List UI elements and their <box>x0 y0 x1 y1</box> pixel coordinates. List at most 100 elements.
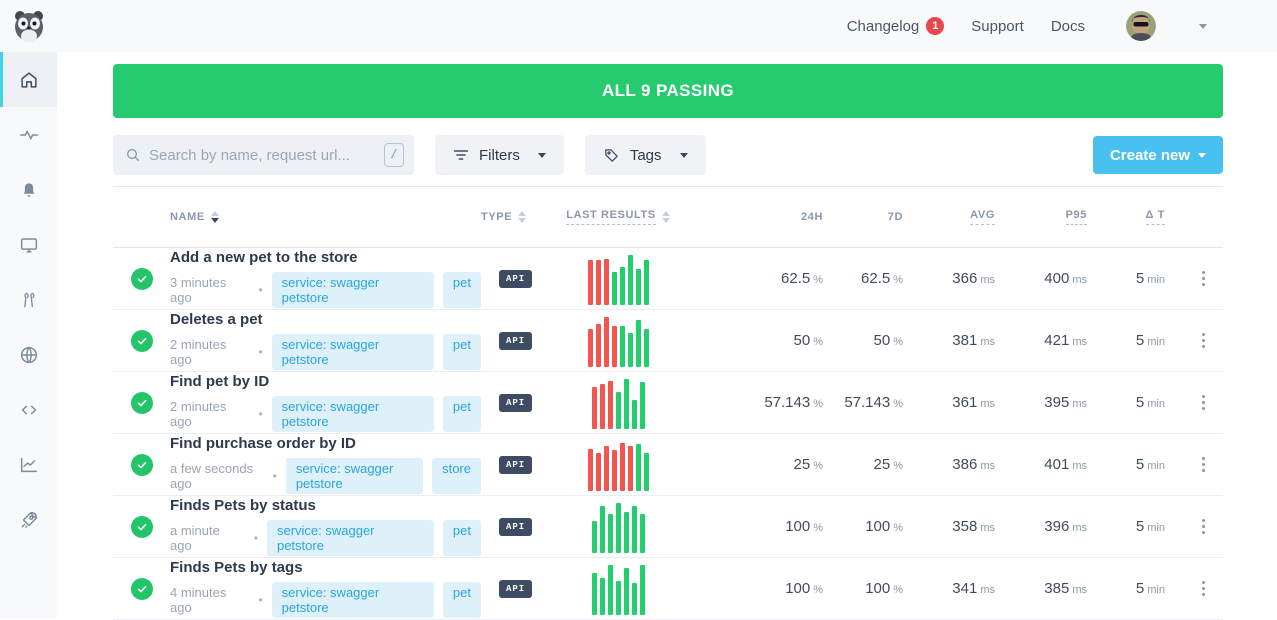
check-name-link[interactable]: Find purchase order by ID <box>170 435 481 452</box>
tag-chip[interactable]: pet <box>443 582 481 618</box>
result-bar-fail <box>628 446 633 490</box>
separator-dot: • <box>273 469 277 483</box>
table-body: Add a new pet to the store 3 minutes ago… <box>113 248 1223 620</box>
table-row[interactable]: Deletes a pet 2 minutes ago • service: s… <box>113 310 1223 372</box>
tag-chip[interactable]: service: swagger petstore <box>286 458 423 494</box>
header-delta-t[interactable]: Δ T <box>1097 209 1175 225</box>
row-menu-button[interactable] <box>1198 391 1209 414</box>
tag-chip[interactable]: pet <box>443 272 481 308</box>
last-results-mini-chart[interactable] <box>588 253 649 305</box>
nav-changelog[interactable]: Changelog 1 <box>847 17 945 35</box>
header-name[interactable]: NAME <box>170 211 481 223</box>
result-bar-fail <box>588 329 593 366</box>
last-results-mini-chart[interactable] <box>588 439 649 491</box>
tag-chip[interactable]: service: swagger petstore <box>272 334 434 370</box>
sidebar-item-maintenance[interactable] <box>0 272 57 327</box>
check-name-link[interactable]: Deletes a pet <box>170 311 481 328</box>
sidebar-item-home[interactable] <box>0 52 57 107</box>
row-menu-button[interactable] <box>1198 329 1209 352</box>
last-run-time: 4 minutes ago <box>170 585 249 615</box>
sort-last-results-icon[interactable] <box>662 211 670 223</box>
account-menu-caret-icon[interactable] <box>1199 24 1207 29</box>
status-banner: ALL 9 PASSING <box>113 64 1223 118</box>
check-type-badge: API <box>499 332 532 350</box>
header-p95[interactable]: P95 <box>1005 209 1097 225</box>
tag-chip[interactable]: pet <box>443 520 481 556</box>
table-row[interactable]: Finds Pets by tags 4 minutes ago • servi… <box>113 558 1223 620</box>
nav-docs[interactable]: Docs <box>1051 18 1085 35</box>
result-bar-fail <box>620 443 625 491</box>
nav-support[interactable]: Support <box>971 18 1024 35</box>
user-avatar[interactable] <box>1126 11 1156 41</box>
sidebar-item-private-locations[interactable] <box>0 327 57 382</box>
result-bar-pass <box>640 382 645 429</box>
create-new-button[interactable]: Create new <box>1093 136 1223 174</box>
sidebar-item-checks[interactable] <box>0 107 57 162</box>
header-avg[interactable]: AVG <box>913 209 1005 225</box>
check-name-link[interactable]: Finds Pets by tags <box>170 559 481 576</box>
dashboard-monitor-icon <box>18 234 40 256</box>
status-passing-icon <box>131 268 153 290</box>
check-name-link[interactable]: Add a new pet to the store <box>170 249 481 266</box>
check-name-link[interactable]: Find pet by ID <box>170 373 481 390</box>
last-results-mini-chart[interactable] <box>592 563 645 615</box>
table-row[interactable]: Add a new pet to the store 3 minutes ago… <box>113 248 1223 310</box>
sidebar-item-quickstart[interactable] <box>0 492 57 547</box>
sidebar-item-snippets[interactable] <box>0 382 57 437</box>
header-7d: 7D <box>833 211 913 223</box>
row-menu-button[interactable] <box>1198 515 1209 538</box>
row-menu-button[interactable] <box>1198 267 1209 290</box>
separator-dot: • <box>258 407 262 421</box>
search-box[interactable]: / <box>113 135 414 175</box>
tag-chip[interactable]: store <box>432 458 481 494</box>
last-results-mini-chart[interactable] <box>592 501 645 553</box>
filters-caret-icon <box>538 153 546 158</box>
row-menu-button[interactable] <box>1198 453 1209 476</box>
last-results-mini-chart[interactable] <box>588 315 649 367</box>
header-last-results[interactable]: LAST RESULTS <box>553 209 683 225</box>
last-run-time: 2 minutes ago <box>170 399 249 429</box>
tag-chip[interactable]: pet <box>443 334 481 370</box>
last-results-mini-chart[interactable] <box>592 377 645 429</box>
result-bar-pass <box>624 568 629 615</box>
sidebar-item-alerts[interactable] <box>0 162 57 217</box>
row-menu-button[interactable] <box>1198 577 1209 600</box>
header-type[interactable]: TYPE <box>481 211 553 223</box>
filters-button[interactable]: Filters <box>435 135 564 175</box>
result-bar-fail <box>612 326 617 367</box>
result-bar-fail <box>596 453 601 490</box>
result-bar-fail <box>588 260 593 304</box>
table-row[interactable]: Find purchase order by ID a few seconds … <box>113 434 1223 496</box>
tag-chip[interactable]: service: swagger petstore <box>272 582 434 618</box>
top-nav: Changelog 1 Support Docs <box>847 11 1207 41</box>
tag-chip[interactable]: pet <box>443 396 481 432</box>
table-row[interactable]: Finds Pets by status a minute ago • serv… <box>113 496 1223 558</box>
tag-chip[interactable]: service: swagger petstore <box>272 396 434 432</box>
sort-type-icon[interactable] <box>518 211 526 223</box>
tags-button[interactable]: Tags <box>585 135 706 175</box>
search-input[interactable] <box>149 147 376 164</box>
sidebar-item-analytics[interactable] <box>0 437 57 492</box>
create-new-caret-icon <box>1198 153 1206 158</box>
result-bar-pass <box>620 326 625 367</box>
result-bar-fail <box>592 387 597 429</box>
stat-24h: 100% <box>683 518 833 536</box>
result-bar-pass <box>636 444 641 491</box>
checkly-raccoon-logo[interactable] <box>12 9 46 43</box>
sort-name-icon[interactable] <box>211 211 219 223</box>
tag-chip[interactable]: service: swagger petstore <box>267 520 434 556</box>
tag-chip[interactable]: service: swagger petstore <box>272 272 434 308</box>
table-row[interactable]: Find pet by ID 2 minutes ago • service: … <box>113 372 1223 434</box>
analytics-chart-icon <box>18 454 40 476</box>
check-name-link[interactable]: Finds Pets by status <box>170 497 481 514</box>
activity-pulse-icon <box>18 124 40 146</box>
sidebar-item-dashboards[interactable] <box>0 217 57 272</box>
